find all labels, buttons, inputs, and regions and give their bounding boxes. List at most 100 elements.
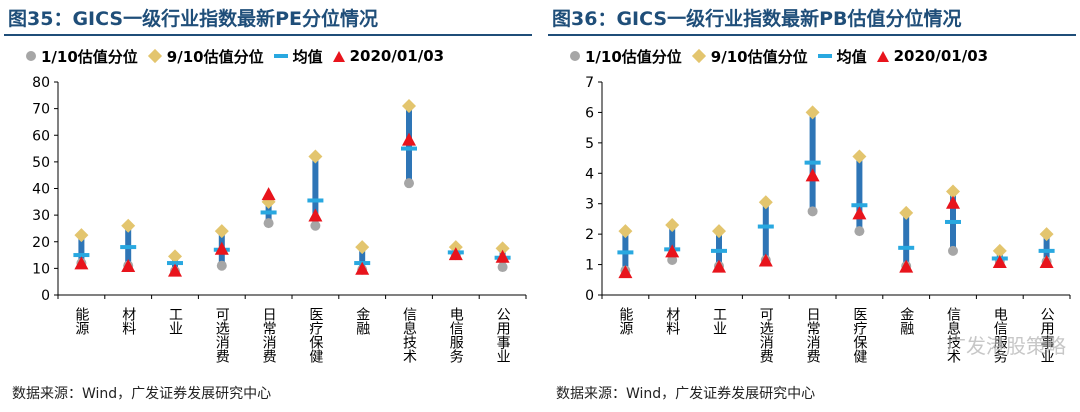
p90-point (992, 243, 1007, 258)
current-point (665, 244, 680, 258)
y-tick-label: 5 (585, 136, 594, 152)
p90-point (1039, 227, 1054, 242)
circle-marker-icon (26, 51, 36, 61)
y-tick-label: 40 (32, 182, 50, 198)
pe-range-chart: 0 10 20 30 40 50 60 70 80 能源 材料 工业 可选消费 日常消费 医疗保健 金融 信息技… (32, 75, 527, 364)
legend-item-p90: 9/10估值分位 (147, 46, 264, 67)
current-point (261, 187, 276, 201)
p10-point (404, 178, 414, 189)
p90-point (712, 224, 726, 239)
p90-point (946, 184, 960, 199)
legend-label-current: 2020/01/03 (349, 47, 445, 65)
current-point (758, 253, 773, 267)
current-point (214, 241, 229, 255)
x-category-label: 日常消费 (261, 307, 277, 363)
data-source-note: 数据来源：Wind，广发证券发展研究中心 (556, 386, 816, 402)
legend-item-mean: 均值 (817, 46, 867, 67)
p90-point (618, 224, 633, 239)
title-divider (4, 34, 532, 36)
x-category-label: 金融 (898, 307, 914, 335)
x-category-label: 可选消费 (758, 307, 774, 363)
mean-point (898, 245, 915, 250)
p90-point (168, 249, 182, 264)
current-point (618, 265, 633, 279)
chart-legend: 1/10估值分位 9/10估值分位 均值 2020/01/03 (570, 44, 988, 68)
x-category-label: 公用事业 (1039, 307, 1055, 363)
current-point (852, 206, 867, 220)
p90-point (74, 228, 89, 243)
current-point (1039, 255, 1054, 269)
p90-point (665, 218, 680, 233)
mean-point (401, 146, 417, 151)
p90-point (308, 149, 323, 164)
legend-item-p10: 1/10估值分位 (26, 46, 138, 67)
triangle-marker-icon (876, 50, 889, 62)
y-tick-label: 0 (585, 288, 594, 304)
p90-point (805, 105, 820, 120)
current-point (805, 168, 820, 182)
watermark: 广发港股策略 (946, 334, 1066, 358)
mean-point (1038, 248, 1055, 253)
p90-point (899, 205, 914, 220)
x-category-label: 工业 (167, 307, 183, 335)
data-source-note: 数据来源：Wind，广发证券发展研究中心 (12, 386, 272, 402)
x-category-label: 金融 (354, 307, 370, 335)
p10-point (667, 255, 678, 266)
y-tick-label: 30 (32, 208, 50, 224)
y-tick-label: 1 (585, 258, 594, 274)
pb-chart-panel: 图36：GICS一级行业指数最新PB估值分位情况 1/10估值分位 9/10估值… (548, 0, 1080, 412)
x-category-label: 信息技术 (945, 307, 961, 363)
current-point (712, 259, 726, 273)
p90-point (402, 98, 416, 113)
p90-point (214, 224, 229, 239)
y-tick-label: 7 (585, 75, 594, 91)
legend-item-mean: 均值 (273, 46, 323, 67)
mean-point (757, 224, 774, 229)
x-category-label: 医疗保健 (307, 307, 323, 364)
pe-chart-panel: 图35：GICS一级行业指数最新PE分位情况 1/10估值分位 9/10估值分位… (4, 0, 536, 412)
dash-marker-icon (817, 54, 832, 58)
x-category-label: 材料 (120, 307, 136, 335)
y-tick-label: 50 (32, 155, 50, 171)
y-tick-label: 10 (32, 261, 50, 277)
x-category-label: 工业 (711, 307, 727, 335)
y-tick-label: 70 (32, 102, 50, 118)
legend-item-p10: 1/10估值分位 (570, 46, 682, 67)
mean-point (73, 253, 90, 258)
current-point (308, 208, 323, 222)
legend-item-current: 2020/01/03 (876, 47, 988, 65)
legend-label-p90: 9/10估值分位 (710, 47, 808, 66)
triangle-marker-icon (332, 50, 345, 62)
mean-point (260, 210, 277, 215)
p10-point (497, 262, 508, 273)
chart-title: 图35：GICS一级行业指数最新PE分位情况 (8, 8, 378, 30)
p90-point (121, 218, 136, 233)
mean-point (711, 248, 727, 253)
mean-point (851, 203, 868, 208)
x-category-label: 能源 (617, 307, 633, 335)
x-category-label: 电信服务 (992, 307, 1008, 363)
legend-label-p10: 1/10估值分位 (41, 47, 138, 66)
current-point (121, 259, 136, 273)
mean-point (945, 219, 961, 224)
legend-label-p10: 1/10估值分位 (585, 47, 682, 66)
mean-point (804, 160, 821, 165)
p10-point (807, 206, 818, 217)
current-point (448, 247, 463, 261)
x-category-label: 日常消费 (805, 307, 821, 363)
x-category-label: 能源 (73, 307, 89, 335)
x-category-label: 信息技术 (401, 307, 417, 363)
legend-label-mean: 均值 (836, 47, 867, 66)
y-tick-label: 3 (585, 197, 594, 213)
x-category-label: 公用事业 (495, 307, 511, 363)
x-category-label: 医疗保健 (851, 307, 867, 364)
current-point (402, 132, 416, 146)
current-point (899, 259, 914, 273)
legend-item-current: 2020/01/03 (332, 47, 445, 65)
diamond-marker-icon (691, 48, 706, 64)
y-tick-label: 80 (32, 75, 50, 91)
y-tick-label: 2 (585, 227, 594, 243)
p10-point (263, 218, 274, 229)
mean-point (307, 198, 324, 203)
x-category-label: 电信服务 (448, 307, 464, 363)
